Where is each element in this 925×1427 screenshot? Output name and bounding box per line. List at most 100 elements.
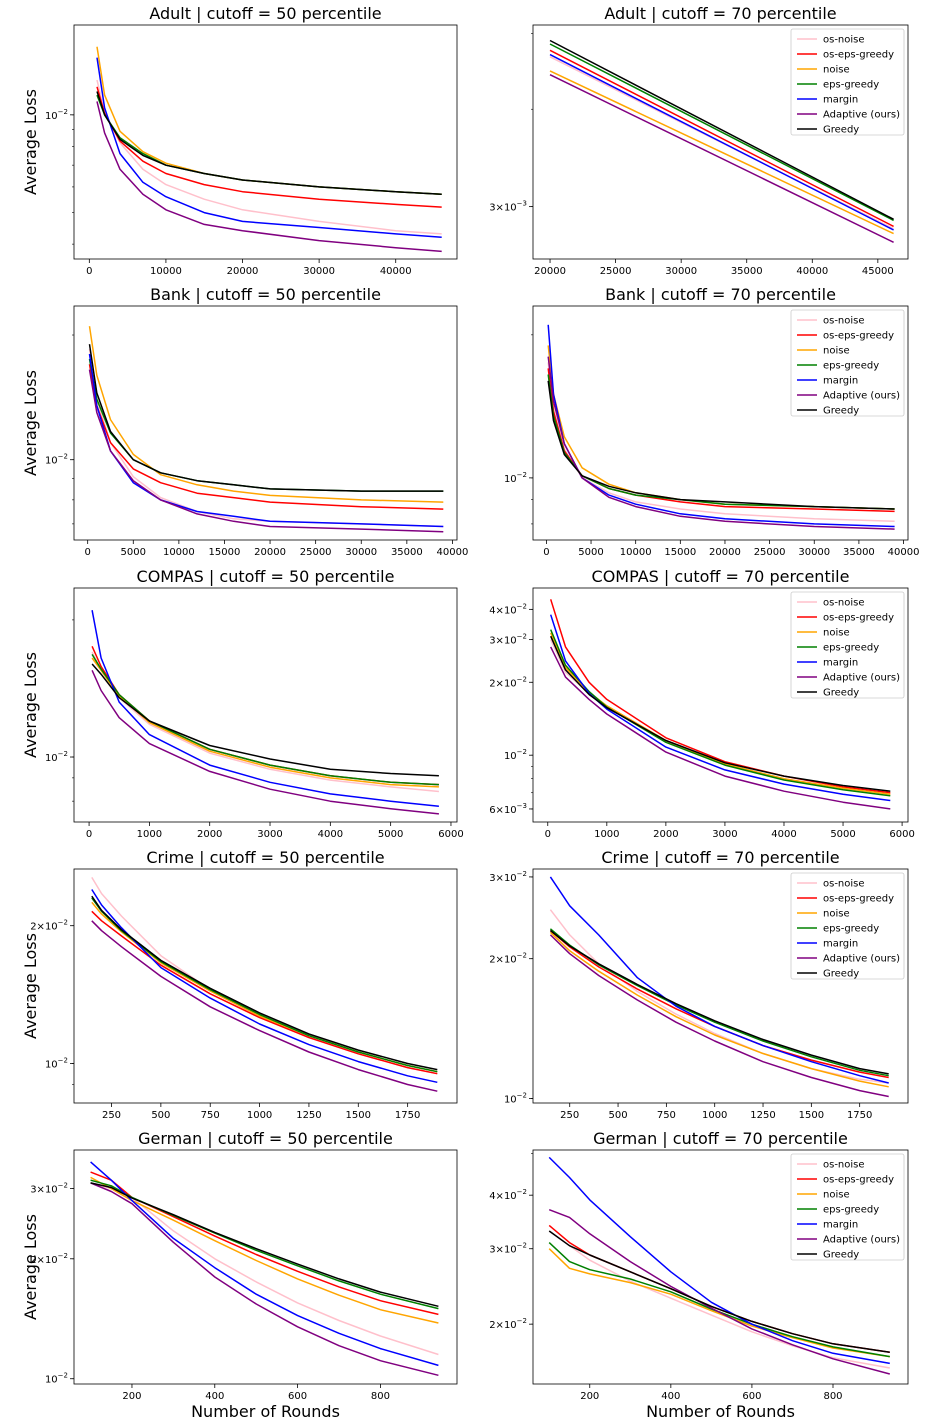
y-axis-label: Average Loss (21, 933, 40, 1039)
x-tick-label: 10000 (620, 547, 652, 558)
series-line-margin (548, 1156, 890, 1365)
x-tick-label: 15000 (209, 547, 241, 558)
legend-box (790, 591, 905, 699)
series-line-greedy (549, 39, 894, 220)
x-tick-label: 5000 (121, 547, 146, 558)
x-tick-label: 6000 (438, 829, 463, 840)
x-tick-label: 1250 (750, 1110, 775, 1121)
y-tick-label: 10−2 (45, 453, 68, 467)
series-line-os-eps-greedy (549, 929, 889, 1079)
series-line-greedy (91, 895, 438, 1071)
series-line-adaptive-ours- (90, 1182, 439, 1377)
x-tick-label: 35000 (391, 547, 423, 558)
series-line-noise (90, 1176, 439, 1324)
series-line-adaptive-ours- (547, 356, 895, 530)
x-tick-label: 25000 (300, 547, 332, 558)
chart-panel-9: German | cutoff = 70 percentile 200 400 600… (489, 1129, 909, 1402)
x-tick-label: 45000 (862, 266, 894, 277)
legend-entry: margin (823, 1220, 858, 1231)
series-line-adaptive-ours- (88, 369, 444, 533)
chart-title: Bank | cutoff = 70 percentile (605, 285, 836, 304)
axes-frame (532, 868, 909, 1104)
y-tick-label: 3×10−2 (30, 1182, 68, 1196)
y-tick-label: 6×10−3 (489, 802, 527, 816)
x-tick-label: 30000 (345, 547, 377, 558)
series-line-noise (549, 931, 889, 1088)
x-tick-label: 1500 (346, 1110, 371, 1121)
y-tick-label: 10−2 (504, 471, 527, 485)
y-tick-label: 2×10−2 (489, 952, 527, 966)
y-tick-label: 2×10−2 (30, 919, 68, 933)
series-line-adaptive-ours- (549, 934, 889, 1098)
series-line-os-noise (91, 651, 439, 793)
legend-entry: margin (823, 939, 858, 950)
series-line-os-noise (88, 348, 444, 528)
y-tick-label: 3×10−2 (489, 633, 527, 647)
x-tick-label: 200 (580, 1391, 599, 1402)
x-tick-label: 40000 (437, 547, 469, 558)
series-line-os-eps-greedy (549, 599, 891, 794)
y-tick-label: 3×10−3 (489, 200, 527, 214)
series-line-greedy (96, 91, 442, 195)
series-line-margin (88, 353, 444, 528)
x-tick-label: 35000 (731, 266, 763, 277)
x-tick-label: 25000 (600, 266, 632, 277)
x-tick-label: 15000 (664, 547, 696, 558)
series-line-margin (547, 324, 895, 528)
x-tick-label: 10000 (150, 266, 182, 277)
legend-entry: os-noise (823, 1160, 865, 1171)
series-line-margin (549, 876, 889, 1084)
x-tick-label: 1750 (847, 1110, 872, 1121)
series-line-noise (96, 46, 442, 195)
axes-frame (532, 305, 909, 541)
y-axis-label: Average Loss (21, 652, 40, 758)
series-line-noise (91, 901, 438, 1073)
series-line-os-eps-greedy (90, 1171, 439, 1316)
legend-entry: noise (823, 1190, 850, 1201)
x-tick-label: 1500 (799, 1110, 824, 1121)
x-tick-label: 1000 (247, 1110, 272, 1121)
legend: os-noise os-eps-greedy noise eps-greedy marg… (790, 872, 905, 980)
x-tick-label: 0 (545, 829, 551, 840)
x-tick-label: 3000 (257, 829, 282, 840)
axes-frame (73, 587, 458, 823)
series-line-os-eps-greedy (549, 49, 894, 228)
chart-title: COMPAS | cutoff = 50 percentile (137, 567, 395, 586)
legend-entry: noise (823, 628, 850, 639)
x-tick-label: 25000 (754, 547, 786, 558)
series-line-noise (88, 326, 444, 503)
x-tick-label: 2000 (653, 829, 678, 840)
chart-panel-2: Bank | cutoff = 50 percentile 0 5000 10000 1… (45, 285, 468, 558)
x-tick-label: 1750 (395, 1110, 420, 1121)
y-tick-label: 10−2 (45, 108, 68, 122)
axes-frame (73, 868, 458, 1104)
x-tick-label: 10000 (163, 547, 195, 558)
series-line-eps-greedy (91, 654, 439, 786)
series-line-margin (549, 53, 894, 231)
x-tick-label: 4000 (318, 829, 343, 840)
legend-box (790, 309, 905, 417)
series-line-eps-greedy (547, 374, 895, 510)
series-line-adaptive-ours- (91, 669, 439, 815)
x-tick-label: 20000 (227, 266, 259, 277)
x-tick-label: 600 (288, 1391, 307, 1402)
chart-panel-0: Adult | cutoff = 50 percentile 0 10000 2000… (45, 4, 458, 277)
legend-entry: Adaptive (ours) (823, 1235, 900, 1246)
series-line-margin (91, 610, 439, 807)
legend-entry: noise (823, 65, 850, 76)
legend-entry: eps-greedy (823, 80, 879, 91)
series-line-os-eps-greedy (96, 86, 442, 208)
x-axis-label: Number of Rounds (646, 1402, 795, 1421)
x-tick-label: 40000 (888, 547, 920, 558)
x-tick-label: 40000 (796, 266, 828, 277)
x-tick-label: 2000 (197, 829, 222, 840)
x-tick-label: 4000 (771, 829, 796, 840)
series-line-adaptive-ours- (96, 101, 442, 253)
x-tick-label: 500 (609, 1110, 628, 1121)
x-tick-label: 20000 (709, 547, 741, 558)
chart-panel-5: COMPAS | cutoff = 70 percentile 0 1000 2000… (489, 567, 915, 840)
series-line-eps-greedy (96, 94, 442, 195)
y-tick-label: 10−2 (45, 750, 68, 764)
legend: os-noise os-eps-greedy noise eps-greedy marg… (790, 1153, 905, 1261)
axes-frame (73, 24, 458, 260)
